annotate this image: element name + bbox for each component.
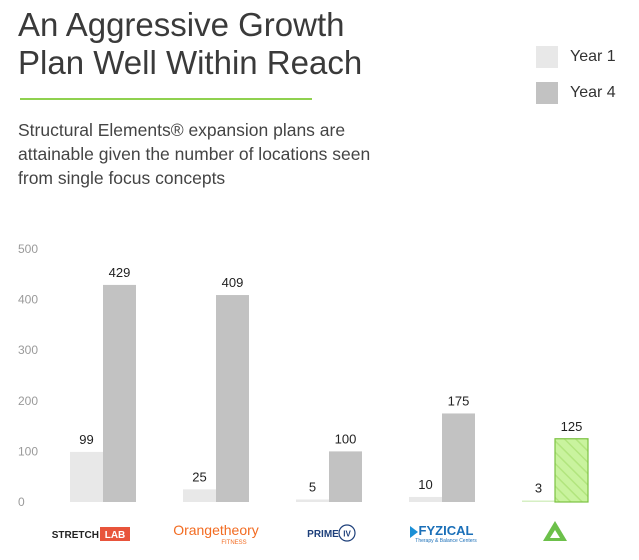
orangetheory-logo: Orangetheory FITNESS bbox=[173, 522, 259, 546]
stretchlab-word: STRETCH bbox=[52, 530, 99, 541]
fyzical-word: FYZICAL bbox=[419, 523, 474, 538]
bar-year4-1 bbox=[216, 295, 249, 502]
bar-year4-0 bbox=[103, 284, 136, 502]
orangetheory-word: Orangetheory bbox=[173, 522, 259, 538]
subtitle-line-3: from single focus concepts bbox=[18, 168, 226, 188]
data-label: 429 bbox=[109, 265, 131, 280]
data-label: 409 bbox=[222, 275, 244, 290]
bar-year1-3 bbox=[409, 496, 442, 502]
data-label: 3 bbox=[535, 480, 542, 495]
y-tick-label: 0 bbox=[18, 495, 25, 509]
structural-elements-logo bbox=[543, 521, 567, 541]
y-tick-label: 300 bbox=[18, 343, 38, 357]
primeiv-word: PRIME bbox=[307, 529, 339, 540]
title-line-2: Plan Well Within Reach bbox=[18, 44, 363, 81]
bar-year1-4 bbox=[522, 500, 555, 502]
primeiv-logo: PRIME IV bbox=[307, 524, 356, 542]
structural-elements-inner bbox=[550, 530, 560, 538]
orangetheory-fitness: FITNESS bbox=[221, 540, 246, 546]
y-axis-ticks: 0 100 200 300 400 500 bbox=[18, 242, 38, 509]
y-tick-label: 100 bbox=[18, 444, 38, 458]
legend-item-year4: Year 4 bbox=[536, 82, 636, 106]
y-tick-label: 500 bbox=[18, 242, 38, 256]
stretchlab-lab: LAB bbox=[105, 530, 126, 541]
bars bbox=[70, 284, 589, 503]
data-label: 10 bbox=[418, 477, 432, 492]
bar-year1-1 bbox=[183, 489, 216, 502]
data-label: 125 bbox=[561, 419, 583, 434]
data-label: 175 bbox=[448, 393, 470, 408]
data-labels: 99 429 25 409 5 100 10 175 3 125 bbox=[79, 265, 582, 496]
title-line-1: An Aggressive Growth bbox=[18, 6, 345, 43]
fyzical-tagline: Therapy & Balance Centers bbox=[415, 538, 477, 544]
page-title: An Aggressive Growth Plan Well Within Re… bbox=[18, 6, 438, 82]
page-subtitle: Structural Elements® expansion plans are… bbox=[18, 118, 418, 190]
bar-year1-0 bbox=[70, 451, 103, 502]
legend-label-year4: Year 4 bbox=[570, 84, 616, 101]
category-logos: STRETCH LAB Orangetheory FITNESS PRIME IV FYZI… bbox=[52, 521, 567, 546]
y-tick-label: 400 bbox=[18, 293, 38, 307]
subtitle-line-1: Structural Elements® expansion plans are bbox=[18, 120, 346, 140]
data-label: 99 bbox=[79, 432, 93, 447]
subtitle-line-2: attainable given the number of locations… bbox=[18, 144, 371, 164]
legend-label-year1: Year 1 bbox=[570, 48, 616, 65]
bar-year4-2 bbox=[329, 451, 362, 502]
bar-year1-2 bbox=[296, 499, 329, 502]
chart-legend: Year 1 Year 4 bbox=[536, 46, 636, 118]
primeiv-circle bbox=[338, 524, 356, 542]
legend-item-year1: Year 1 bbox=[536, 46, 636, 70]
legend-swatch-year4 bbox=[536, 82, 558, 104]
data-label: 100 bbox=[335, 431, 357, 446]
bar-year4-4 bbox=[554, 438, 589, 503]
stretchlab-logo: STRETCH LAB bbox=[52, 527, 130, 541]
data-label: 25 bbox=[192, 469, 206, 484]
data-label: 5 bbox=[309, 479, 316, 494]
y-tick-label: 200 bbox=[18, 394, 38, 408]
fyzical-mark bbox=[410, 526, 418, 538]
title-divider bbox=[20, 98, 312, 100]
legend-swatch-year1 bbox=[536, 46, 558, 68]
bar-year4-3 bbox=[442, 413, 475, 502]
primeiv-iv: IV bbox=[343, 530, 351, 539]
stretchlab-box bbox=[100, 527, 130, 541]
